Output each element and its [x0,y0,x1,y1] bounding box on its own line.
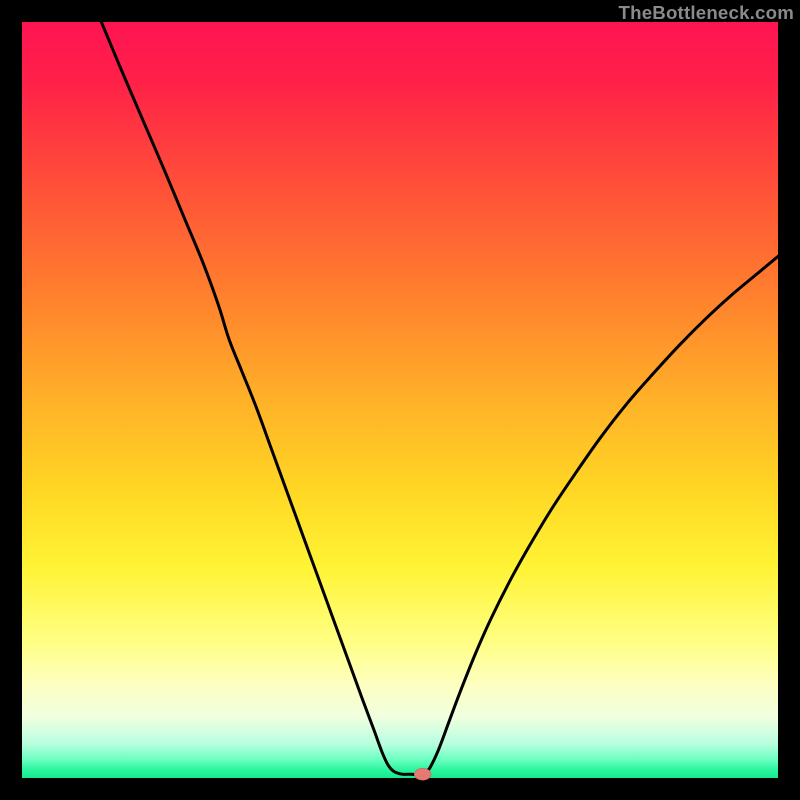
optimal-point-marker [414,768,431,780]
bottleneck-chart [0,0,800,800]
plot-background [22,22,778,778]
chart-container: TheBottleneck.com [0,0,800,800]
watermark-text: TheBottleneck.com [619,2,795,24]
